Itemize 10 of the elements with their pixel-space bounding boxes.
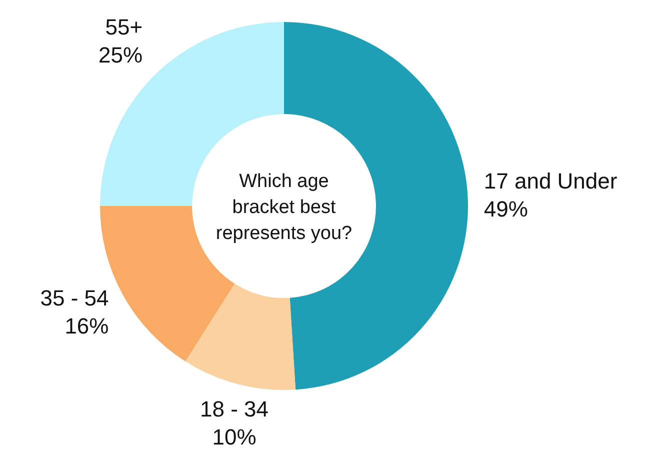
text: Which age bracket best represents you? — [216, 171, 352, 244]
slice-label: 18 - 34 — [200, 396, 269, 422]
donut-slice — [185, 284, 296, 390]
slice-label: 35 - 54 — [40, 285, 109, 310]
slice-label: 17 and Under — [484, 168, 618, 194]
data-label: 25% — [98, 42, 143, 68]
slice-label: 55+ — [105, 14, 143, 40]
data-label: 16% — [64, 313, 109, 338]
data-label: 10% — [212, 424, 256, 450]
data-label: 49% — [484, 196, 528, 222]
